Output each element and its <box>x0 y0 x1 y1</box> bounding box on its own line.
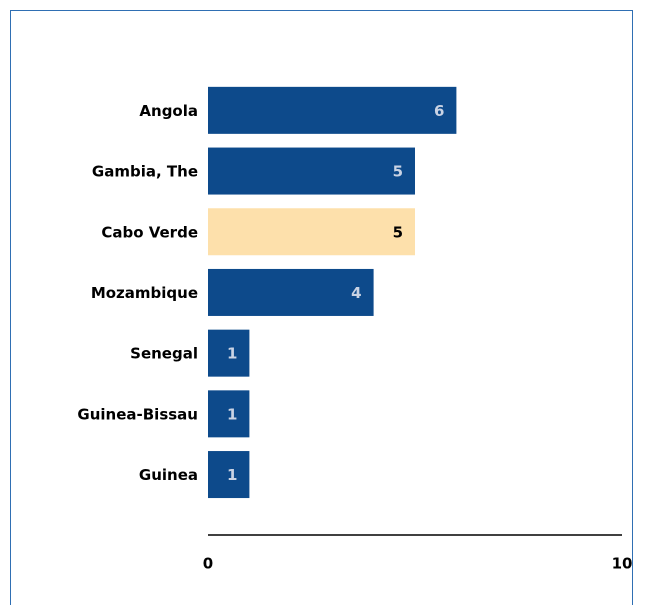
x-tick-label: 10 <box>612 555 633 573</box>
value-label: 4 <box>351 284 361 302</box>
bar <box>208 451 250 499</box>
value-label: 5 <box>393 223 403 241</box>
value-label: 6 <box>434 102 444 120</box>
value-label: 1 <box>227 405 237 423</box>
y-tick-label: Gambia, The <box>92 163 198 181</box>
y-tick-label: Senegal <box>130 345 198 363</box>
y-tick-label: Cabo Verde <box>101 223 198 241</box>
y-tick-label: Mozambique <box>91 284 198 302</box>
y-tick-label: Guinea <box>139 466 198 484</box>
bar <box>208 208 415 256</box>
y-tick-label: Angola <box>139 102 198 120</box>
y-tick-label: Guinea-Bissau <box>77 405 198 423</box>
value-label: 1 <box>227 466 237 484</box>
value-label: 5 <box>393 163 403 181</box>
bar <box>208 86 457 134</box>
x-tick-label: 0 <box>203 555 213 573</box>
bar <box>208 329 250 377</box>
bar <box>208 147 415 195</box>
frame <box>10 10 633 605</box>
value-label: 1 <box>227 345 237 363</box>
bar <box>208 390 250 438</box>
bar <box>208 268 374 316</box>
